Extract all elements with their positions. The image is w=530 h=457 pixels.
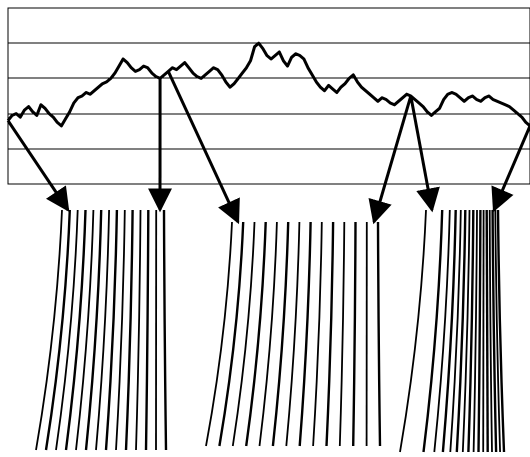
zoom-curve [104,209,119,451]
zoom-curve [64,209,87,451]
zoom-curve [135,209,142,451]
zoom-curve [231,221,256,447]
zoom-curve [449,209,462,453]
zoom-panel [399,209,506,453]
zoom-curve [461,209,471,453]
zoom-curve [75,209,95,451]
zoom-curve [84,209,103,451]
zoom-curve [455,209,467,453]
zoom-curve [338,221,346,447]
callout-arrow [409,95,440,213]
zoom-curve [95,209,110,451]
gridlines [8,42,530,150]
zoom-curve [44,209,71,451]
callout-arrows [6,70,530,225]
zoom-panel [35,209,168,451]
zoom-panel [205,221,382,447]
zoom-curve [298,221,312,447]
zoom-curve [467,209,475,453]
zoom-curve [55,209,79,451]
zoom-curve [422,209,444,453]
zoom-curve [115,209,126,451]
line-chart [6,7,530,185]
zoom-curve [472,209,478,453]
zoom-curve [352,221,357,447]
zoom-curve [376,221,382,447]
zoom-curve [124,209,134,451]
series-line [6,41,530,128]
zoom-curve [494,209,501,453]
zoom-curve [496,209,506,453]
callout-arrow [491,125,530,213]
zoom-curve [285,221,301,447]
zoom-curve [433,209,451,453]
zoom-curve [205,221,233,447]
zoom-curve [399,209,427,453]
zoom-curve [312,221,323,447]
callout-arrow [6,119,70,212]
callout-arrow [166,70,240,225]
plot-frame [7,7,530,185]
zoom-curve [35,209,63,451]
zoom-curve [485,209,489,453]
zoom-curve [271,221,290,447]
zoom-curve [245,221,267,447]
zoom-curve [488,209,493,453]
zoom-curve [258,221,278,447]
zoom-curve [477,209,482,453]
zoom-curve [441,209,457,453]
zoom-curve [491,209,498,453]
zoom-curve [325,221,335,447]
zoom-curve [144,209,150,451]
zoom-panels [35,209,506,453]
callout-arrow [368,95,413,225]
zoom-curve [218,221,245,447]
zoom-curve [162,209,168,451]
